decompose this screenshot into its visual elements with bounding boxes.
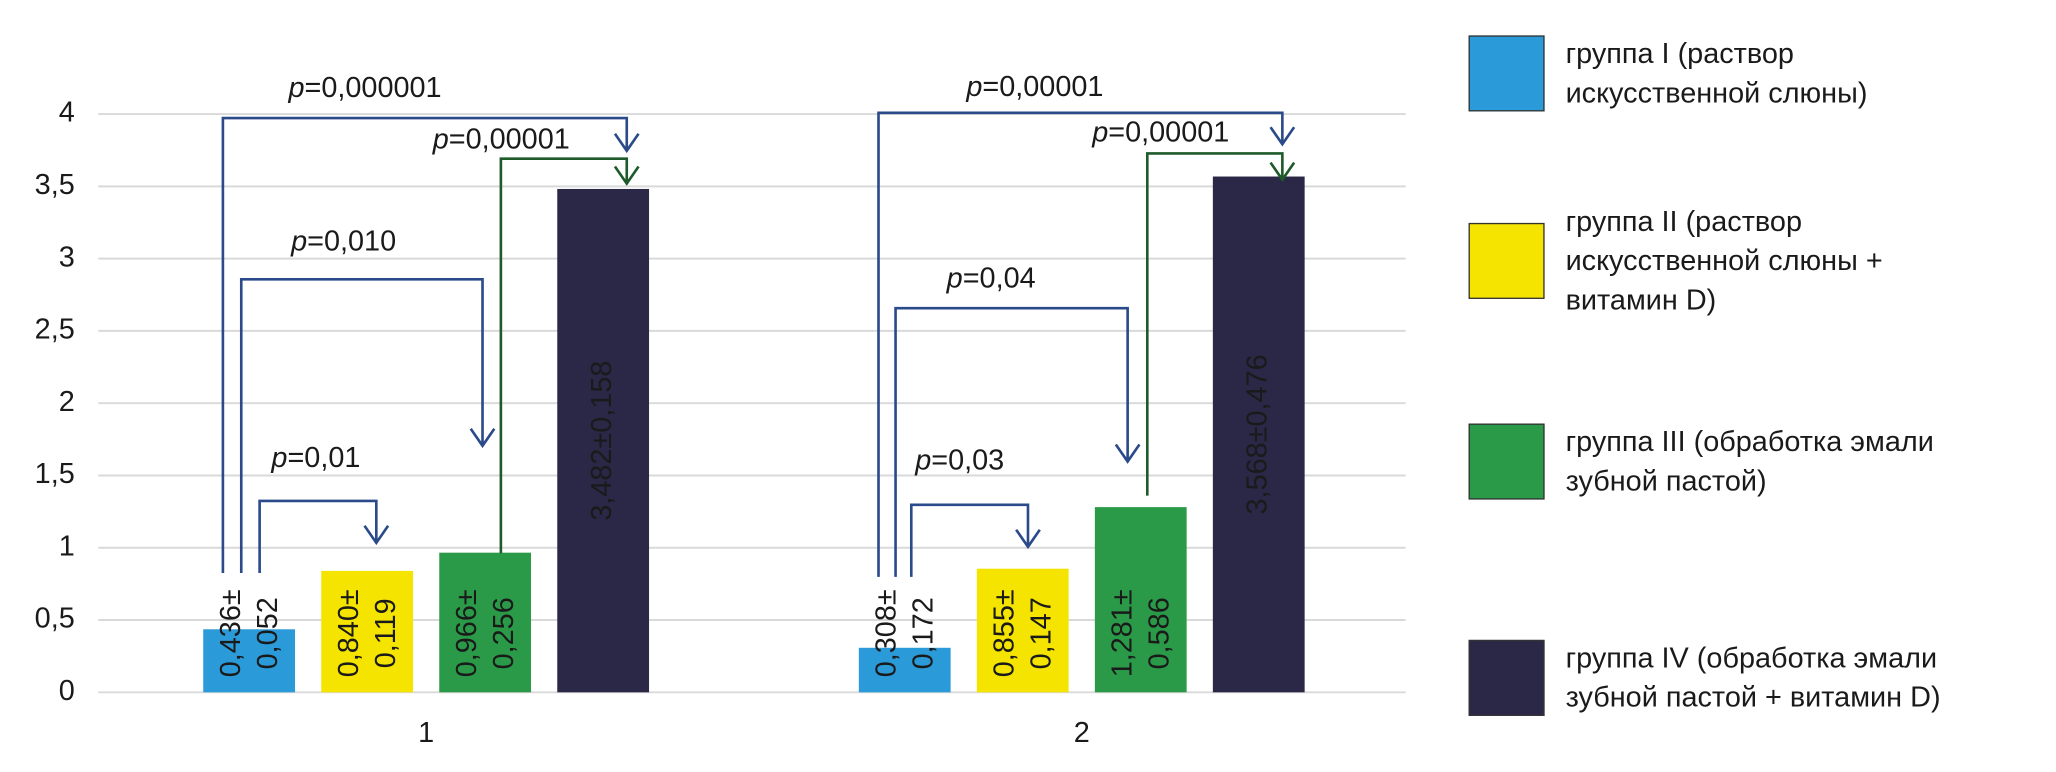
bar xyxy=(976,568,1069,693)
y-tick-label: 2,5 xyxy=(35,314,75,346)
legend-swatch xyxy=(1468,222,1545,299)
p-value: p=0,03 xyxy=(914,444,1004,476)
y-tick-label: 3 xyxy=(59,241,75,273)
value-label: 3,482±0,158 xyxy=(586,361,618,521)
x-tick-label: 1 xyxy=(418,717,434,749)
value-label: 0,840± 0,119 xyxy=(333,589,402,677)
y-tick-label: 0,5 xyxy=(35,603,75,635)
significance-bracket xyxy=(894,306,1141,577)
value-label: 0,855± 0,147 xyxy=(988,589,1057,677)
bar xyxy=(858,647,951,693)
value-label: 0,436± 0,052 xyxy=(215,589,284,677)
chart: 0 0,5 1 1,5 2 2,5 3 3,5 4 0,436± 0,052 0,308± 0,172 0… xyxy=(35,70,1406,749)
significance-bracket xyxy=(877,111,1296,577)
p-value: p=0,00001 xyxy=(1091,116,1229,148)
p-value: p=0,01 xyxy=(270,442,360,474)
y-tick-label: 4 xyxy=(59,97,75,129)
significance-bracket xyxy=(258,499,390,573)
value-label: 3,568±0,476 xyxy=(1241,354,1273,514)
significance-bracket xyxy=(221,116,640,573)
y-tick-label: 1 xyxy=(59,530,75,562)
legend-item: группа II (раствор искусственной слюны +… xyxy=(1468,205,2046,316)
y-tick-label: 3,5 xyxy=(35,169,75,201)
bar xyxy=(1212,176,1305,693)
legend-label: группа II (раствор искусственной слюны +… xyxy=(1565,204,1883,316)
y-tick-label: 1,5 xyxy=(35,458,75,490)
legend-swatch xyxy=(1468,35,1545,112)
significance-bracket xyxy=(239,277,496,573)
legend-swatch xyxy=(1468,423,1545,500)
significance-bracket xyxy=(499,157,640,554)
legend-label: группа I (раствор искусственной слюны) xyxy=(1565,36,1868,109)
legend-label: группа III (обработка эмали зубной пасто… xyxy=(1565,424,1934,497)
p-value: p=0,000001 xyxy=(287,72,441,104)
bar xyxy=(203,629,296,693)
bar xyxy=(321,570,414,693)
bar xyxy=(1094,507,1187,693)
p-value: p=0,00001 xyxy=(432,123,570,155)
y-tick-label: 2 xyxy=(59,386,75,418)
value-label: 1,281± 0,586 xyxy=(1106,589,1175,677)
significance-bracket xyxy=(909,503,1041,577)
y-tick-label: 0 xyxy=(59,675,75,707)
legend-item: группа I (раствор искусственной слюны) xyxy=(1468,24,2046,124)
significance-bracket xyxy=(1145,152,1296,496)
bar xyxy=(557,188,650,693)
p-value: p=0,04 xyxy=(946,262,1036,294)
legend-item: группа IV (обработка эмали зубной пастой… xyxy=(1468,628,2046,728)
legend-swatch xyxy=(1468,639,1545,716)
value-label: 0,966± 0,256 xyxy=(451,589,520,677)
legend-label: группа IV (обработка эмали зубной пастой… xyxy=(1565,641,1941,714)
p-value: p=0,00001 xyxy=(965,70,1103,102)
value-label: 0,308± 0,172 xyxy=(870,589,939,677)
bar xyxy=(439,552,532,693)
legend-item: группа III (обработка эмали зубной пасто… xyxy=(1468,412,2046,512)
x-tick-label: 2 xyxy=(1074,717,1090,749)
p-value: p=0,010 xyxy=(290,225,396,257)
